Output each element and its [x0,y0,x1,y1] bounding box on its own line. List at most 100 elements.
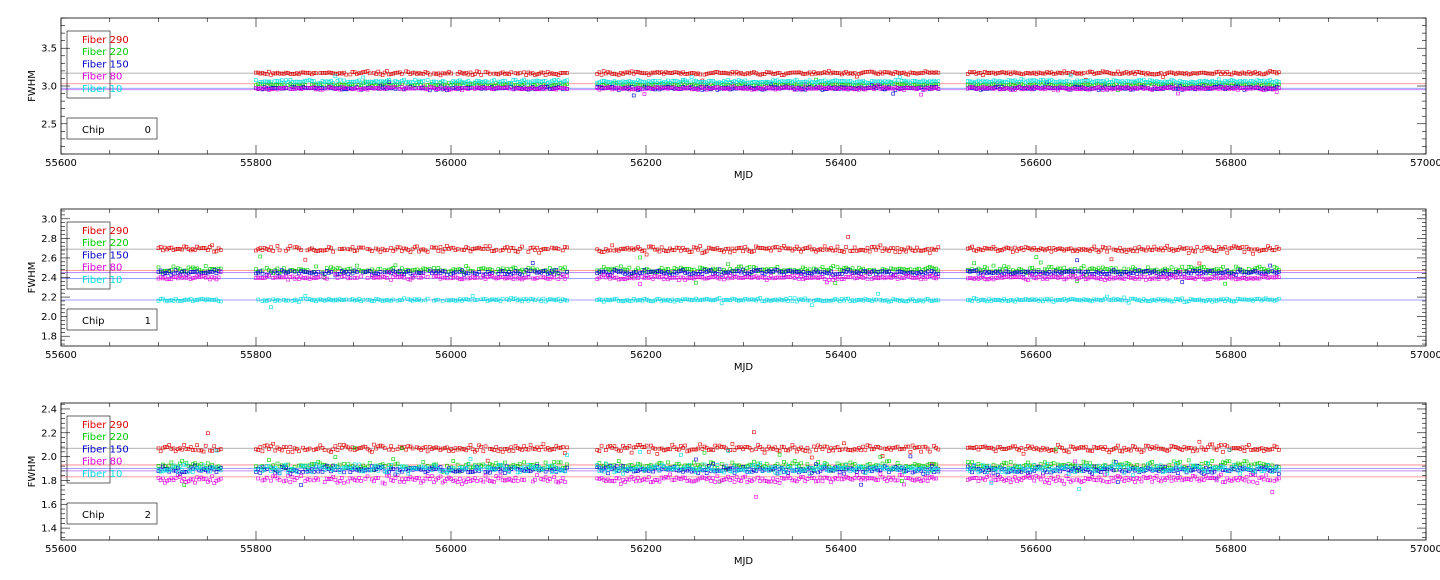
data-point [894,250,897,253]
data-point [596,449,599,452]
data-point [362,246,365,249]
data-point [482,450,485,453]
data-point [697,248,700,251]
data-point [1123,296,1126,299]
data-point [928,265,931,268]
data-point [973,262,976,265]
y-tick-label: 3.0 [41,214,57,225]
data-point [1211,79,1214,82]
data-point [353,250,356,253]
data-point [285,249,288,252]
data-point [1224,282,1227,285]
data-point [176,267,179,270]
x-tick-label: 56400 [825,158,857,169]
data-point [259,255,262,258]
data-point [836,245,839,248]
data-point [330,80,333,83]
data-point [336,449,339,452]
data-point [287,450,290,453]
legend-entry: Fiber 80 [82,263,122,274]
x-tick-label: 57000 [1410,350,1440,361]
data-point [838,249,841,252]
data-point [261,277,264,280]
legend-entry: Fiber 10 [82,275,122,286]
data-point [529,444,532,447]
data-point [774,72,777,75]
data-point [174,450,177,453]
data-point [563,266,566,269]
data-point [471,295,474,298]
data-point [353,276,356,279]
data-point [1243,277,1246,280]
data-point [304,79,307,82]
data-point [334,445,337,448]
data-point [1011,250,1014,253]
data-point [821,266,824,269]
data-point [1099,278,1102,281]
data-point [327,449,330,452]
data-point [812,267,815,270]
data-point [405,269,408,272]
data-point [823,245,826,248]
data-point [1005,275,1008,278]
data-point [754,245,757,248]
data-point [1127,301,1130,304]
data-point [611,244,614,247]
data-point [445,244,448,247]
data-point [905,250,908,253]
data-point [847,235,850,238]
x-tick-label: 56000 [435,350,467,361]
data-point [1110,258,1113,261]
data-point [1202,265,1205,268]
data-point [340,446,343,449]
data-point [450,447,453,450]
data-point [971,80,974,83]
data-point [853,246,856,249]
data-point [415,245,418,248]
data-point [1146,266,1149,269]
data-point [922,79,925,82]
legend-entry: Fiber 150 [82,59,129,70]
data-point [355,264,358,267]
data-point [1106,295,1109,298]
legend-entry: Fiber 220 [82,47,129,58]
data-point [512,78,515,81]
data-point [1013,246,1016,249]
data-point [928,251,931,254]
data-point [772,79,775,82]
data-point [433,299,436,302]
data-point [1119,81,1122,84]
data-point [1191,249,1194,252]
data-point [808,299,811,302]
data-point [508,249,511,252]
data-point [381,275,384,278]
data-point [257,298,260,301]
data-point [898,251,901,254]
data-point [490,80,493,83]
data-point [1200,249,1203,252]
data-point [879,244,882,247]
data-point [379,444,382,447]
data-points [255,69,1281,97]
data-point [752,249,755,252]
data-point [1157,278,1160,281]
data-point [810,304,813,307]
data-point [688,267,691,270]
data-point [720,302,723,305]
data-point [894,79,897,82]
data-point [392,448,395,451]
data-point [276,71,279,74]
data-point [418,250,421,253]
data-point [332,250,335,253]
data-point [643,93,646,96]
data-point [935,273,938,276]
data-point [1176,92,1179,95]
data-point [834,282,837,285]
data-point [257,449,260,452]
data-point [611,298,614,301]
data-point [920,93,923,96]
data-point [1097,267,1100,270]
data-point [890,267,893,270]
